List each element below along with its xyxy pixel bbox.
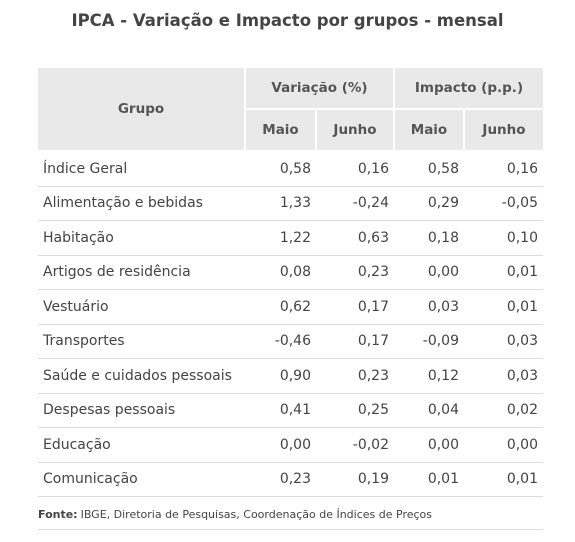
source-note: Fonte: IBGE, Diretoria de Pesquisas, Coor… [38,508,543,530]
header-cell: Maio [393,109,465,152]
table-row: Habitação 1,22 0,63 0,18 0,10 [38,220,543,256]
cell: 0,23 [316,255,394,290]
cell: 0,62 [245,289,316,325]
header-cell: Junho [463,109,543,152]
cell: 0,58 [245,151,316,187]
table-row: Educação 0,00 -0,02 0,00 0,00 [38,427,543,463]
row-label: Comunicação [38,462,245,497]
cell: 0,18 [394,220,464,256]
cell: 0,01 [464,289,543,325]
header-cell: Junho [315,109,395,152]
cell: 0,00 [245,427,316,463]
table-row: Despesas pessoais 0,41 0,25 0,04 0,02 [38,393,543,428]
cell: 0,17 [316,324,394,359]
cell: 0,02 [464,393,543,428]
table-row: Saúde e cuidados pessoais 0,90 0,23 0,12 0,0… [38,358,543,394]
source-text: IBGE, Diretoria de Pesquisas, Coordenaçã… [80,508,433,521]
table-row: Índice Geral 0,58 0,16 0,58 0,16 [38,151,543,187]
table-header: Grupo Variação (%) Impacto (p.p.) Maio Ju… [38,68,543,152]
row-label: Vestuário [38,289,245,325]
cell: 0,16 [316,151,394,187]
table: Grupo Variação (%) Impacto (p.p.) Maio Ju… [38,68,543,497]
row-label: Índice Geral [38,151,245,187]
row-label: Transportes [38,324,245,359]
cell: 0,00 [464,427,543,463]
cell: 1,22 [245,220,316,256]
cell: 0,90 [245,358,316,394]
cell: 0,58 [394,151,464,187]
cell: 0,01 [464,255,543,290]
table-body: Índice Geral 0,58 0,16 0,58 0,16 Alimentação … [38,151,543,497]
header-cell: Variação (%) [244,68,395,110]
cell: 0,01 [464,462,543,497]
header-cell: Impacto (p.p.) [393,68,543,110]
cell: 0,23 [316,358,394,394]
table-row: Alimentação e bebidas 1,33 -0,24 0,29 -0,05 [38,186,543,221]
row-label: Habitação [38,220,245,256]
cell: 0,41 [245,393,316,428]
cell: 0,29 [394,186,464,221]
cell: 0,12 [394,358,464,394]
row-label: Despesas pessoais [38,393,245,428]
cell: 0,10 [464,220,543,256]
cell: 1,33 [245,186,316,221]
cell: -0,24 [316,186,394,221]
cell: 0,00 [394,427,464,463]
cell: 0,19 [316,462,394,497]
header-cell: Maio [244,109,317,152]
title: IPCA - Variação e Impacto por grupos - m… [71,11,504,30]
cell: -0,09 [394,324,464,359]
table-row: Artigos de residência 0,08 0,23 0,00 0,01 [38,255,543,290]
header-row: Grupo Variação (%) Impacto (p.p.) [38,68,543,152]
table-row: Comunicação 0,23 0,19 0,01 0,01 [38,462,543,497]
cell: 0,17 [316,289,394,325]
cell: 0,63 [316,220,394,256]
cell: 0,23 [245,462,316,497]
cell: 0,04 [394,393,464,428]
row-label: Saúde e cuidados pessoais [38,358,245,394]
cell: 0,03 [464,358,543,394]
cell: 0,08 [245,255,316,290]
cell: -0,46 [245,324,316,359]
header-cell: Grupo [38,68,246,152]
row-label: Educação [38,427,245,463]
header-row: Maio Junho Maio Junho [38,109,543,152]
table-row: Transportes -0,46 0,17 -0,09 0,03 [38,324,543,359]
cell: -0,05 [464,186,543,221]
row-label: Artigos de residência [38,255,245,290]
source-label: Fonte: [38,508,78,521]
table-row: Vestuário 0,62 0,17 0,03 0,01 [38,289,543,325]
cell: 0,16 [464,151,543,187]
cell: 0,25 [316,393,394,428]
cell: 0,01 [394,462,464,497]
cell: 0,03 [394,289,464,325]
cell: 0,00 [394,255,464,290]
row-label: Alimentação e bebidas [38,186,245,221]
cell: 0,03 [464,324,543,359]
cell: -0,02 [316,427,394,463]
